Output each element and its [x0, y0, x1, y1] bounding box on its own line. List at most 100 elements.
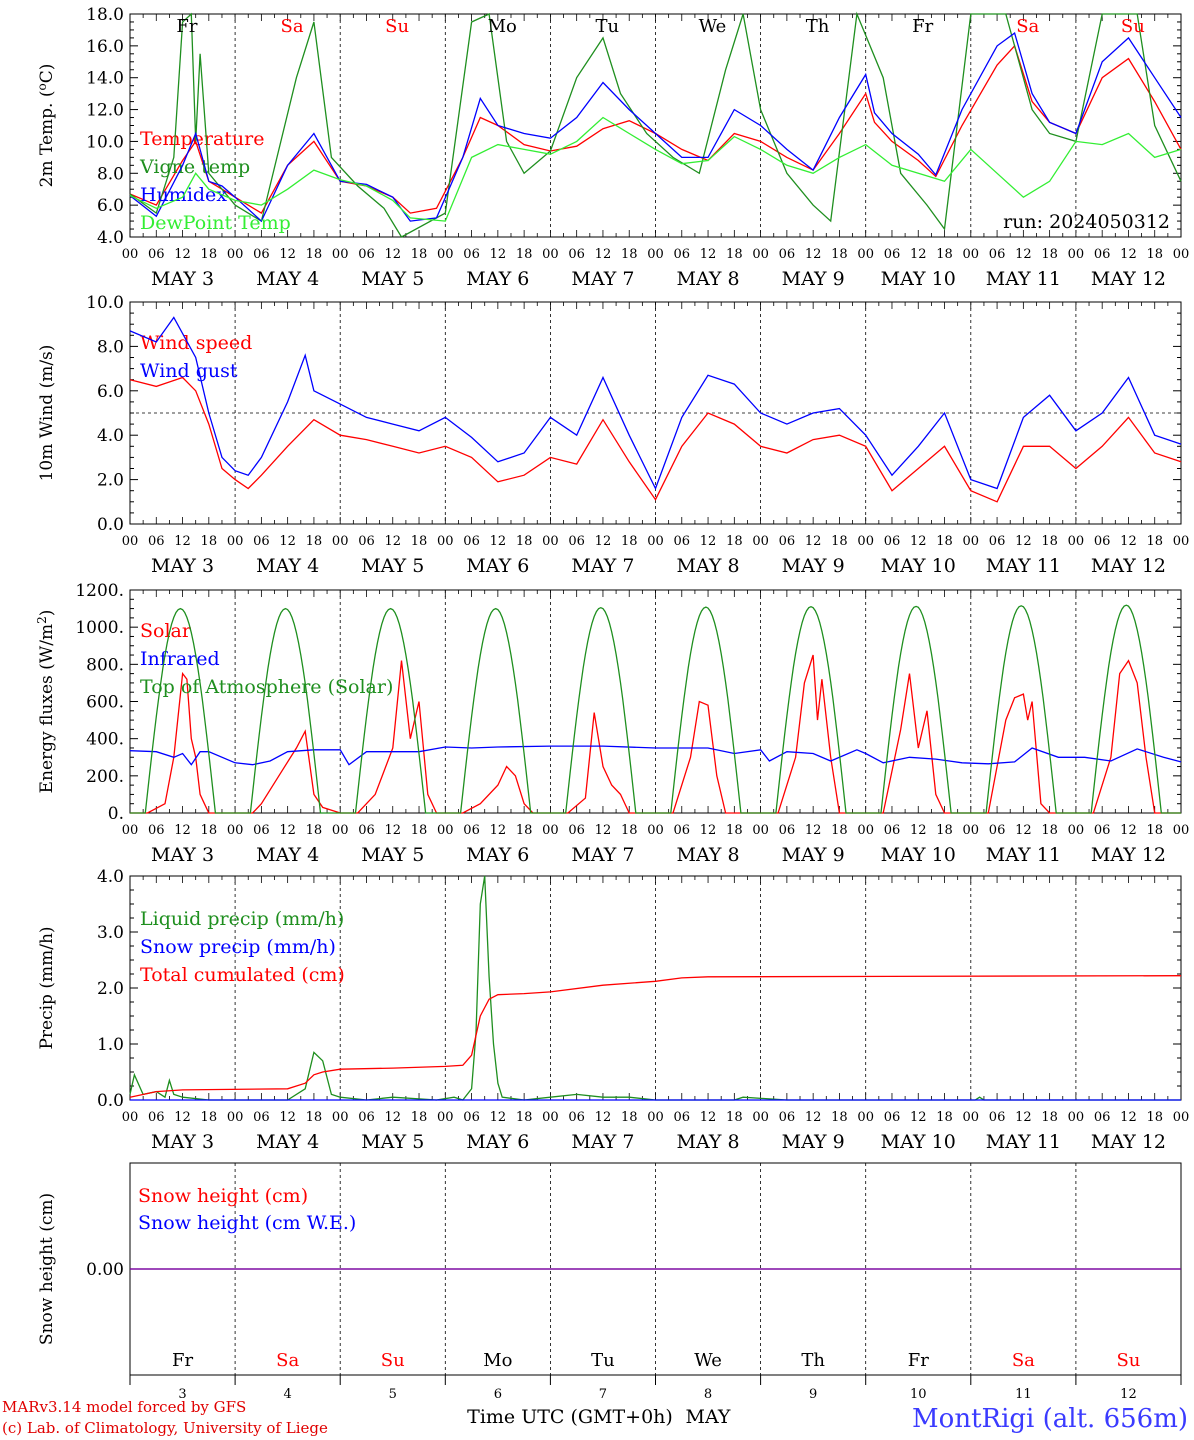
hour-tick-label: 12: [700, 247, 717, 262]
hour-tick-label: 06: [253, 1110, 270, 1125]
day-number-label: 7: [599, 1387, 607, 1402]
day-number-label: 4: [284, 1387, 292, 1402]
y-tick-label: 600.: [86, 693, 124, 713]
y-tick-label: 10.0: [86, 132, 124, 152]
hour-tick-label: 12: [595, 247, 612, 262]
hour-tick-label: 00: [227, 823, 244, 838]
month-label: MAY: [686, 1406, 731, 1428]
hour-tick-label: 00: [1173, 247, 1190, 262]
hour-tick-label: 00: [963, 823, 980, 838]
hour-tick-label: 12: [1120, 247, 1137, 262]
hour-tick-label: 18: [831, 823, 848, 838]
hour-tick-label: 18: [726, 534, 743, 549]
y-tick-label: 10.0: [86, 293, 124, 313]
hour-tick-label: 00: [857, 823, 874, 838]
hour-tick-label: 18: [201, 1110, 218, 1125]
hour-tick-label: 12: [490, 1110, 507, 1125]
y-tick-label: 16.0: [86, 37, 124, 57]
day-name-label: Mo: [483, 1350, 512, 1371]
day-number-label: 8: [704, 1387, 712, 1402]
legend-entry: DewPoint Temp: [140, 212, 291, 234]
hour-tick-label: 06: [463, 823, 480, 838]
date-label: MAY 6: [466, 268, 529, 290]
y-axis-label: 10m Wind (m/s): [37, 345, 57, 482]
hour-tick-label: 06: [779, 1110, 796, 1125]
superscript: 2: [35, 616, 49, 624]
hour-tick-label: 12: [174, 247, 191, 262]
date-label: MAY 11: [986, 268, 1061, 290]
hour-tick-label: 18: [1041, 1110, 1058, 1125]
series-line-humidex: [129, 32, 1182, 223]
hour-tick-label: 00: [1173, 534, 1190, 549]
date-label: MAY 4: [256, 268, 319, 290]
hour-tick-label: 12: [805, 1110, 822, 1125]
date-label: MAY 10: [881, 1131, 956, 1153]
hour-tick-label: 18: [306, 534, 323, 549]
hour-tick-label: 06: [568, 247, 585, 262]
hour-tick-label: 12: [1120, 823, 1137, 838]
hour-tick-label: 18: [516, 247, 533, 262]
series-line-dewpoint-temp: [129, 116, 1182, 222]
date-label: MAY 5: [361, 555, 424, 577]
hour-tick-label: 12: [279, 1110, 296, 1125]
day-name-label: Fr: [908, 1350, 929, 1371]
day-name-label: Su: [381, 1350, 405, 1371]
hour-tick-label: 18: [516, 1110, 533, 1125]
date-label: MAY 6: [466, 555, 529, 577]
day-number-label: 10: [910, 1387, 927, 1402]
hour-tick-label: 12: [279, 823, 296, 838]
unit-c: C): [37, 64, 57, 84]
hour-tick-label: 18: [516, 534, 533, 549]
hour-tick-label: 00: [332, 534, 349, 549]
hour-tick-label: 18: [1041, 247, 1058, 262]
legend-entry: Snow precip (mm/h): [140, 936, 336, 958]
plot-frame: [129, 13, 1182, 238]
hour-tick-label: 18: [411, 247, 428, 262]
hour-tick-label: 12: [595, 534, 612, 549]
hour-tick-label: 18: [306, 823, 323, 838]
hour-tick-label: 12: [1120, 534, 1137, 549]
day-number-label: 3: [178, 1387, 186, 1402]
hour-tick-label: 18: [1146, 534, 1163, 549]
hour-tick-label: 00: [122, 534, 139, 549]
y-tick-label: 0.0: [97, 515, 124, 535]
hour-tick-label: 18: [1146, 247, 1163, 262]
hour-tick-label: 18: [936, 247, 953, 262]
hour-tick-label: 12: [174, 823, 191, 838]
run-label: run: 2024050312: [1003, 211, 1170, 233]
legend-entry: Total cumulated (cm): [140, 964, 345, 986]
panel-4: 0.0 1.0 2.0 3.0 4.0 Precip (mm/h) Liquid preci…: [37, 867, 1189, 1153]
date-label: MAY 5: [361, 268, 424, 290]
y-tick-label: 1000.: [75, 618, 124, 638]
hour-tick-label: 06: [568, 534, 585, 549]
hour-tick-label: 12: [700, 534, 717, 549]
hour-tick-label: 06: [674, 247, 691, 262]
hour-tick-label: 06: [989, 247, 1006, 262]
day-name-label: Sa: [1016, 16, 1039, 37]
hour-tick-label: 12: [1015, 534, 1032, 549]
hour-tick-label: 06: [884, 247, 901, 262]
date-label: MAY 10: [881, 268, 956, 290]
legend-entry: Wind speed: [140, 332, 252, 354]
hour-tick-label: 12: [384, 534, 401, 549]
hour-tick-label: 00: [542, 823, 559, 838]
day-number-label: 9: [809, 1387, 817, 1402]
hour-tick-label: 18: [936, 823, 953, 838]
hour-tick-label: 06: [253, 534, 270, 549]
day-name-label: Th: [806, 16, 830, 37]
hour-tick-label: 18: [201, 823, 218, 838]
hour-tick-label: 06: [884, 1110, 901, 1125]
date-label: MAY 12: [1091, 1131, 1166, 1153]
hour-tick-label: 06: [1094, 1110, 1111, 1125]
hour-tick-label: 12: [384, 247, 401, 262]
date-label: MAY 7: [571, 268, 634, 290]
day-name-label: Sa: [1012, 1350, 1035, 1371]
hour-tick-label: 00: [647, 823, 664, 838]
y-tick-label: 6.0: [97, 196, 124, 216]
hour-tick-label: 00: [332, 823, 349, 838]
hour-tick-label: 18: [726, 247, 743, 262]
hour-tick-label: 18: [411, 1110, 428, 1125]
legend-entry: Snow height (cm W.E.): [138, 1212, 356, 1234]
hour-tick-label: 06: [779, 534, 796, 549]
hour-tick-label: 18: [1146, 1110, 1163, 1125]
